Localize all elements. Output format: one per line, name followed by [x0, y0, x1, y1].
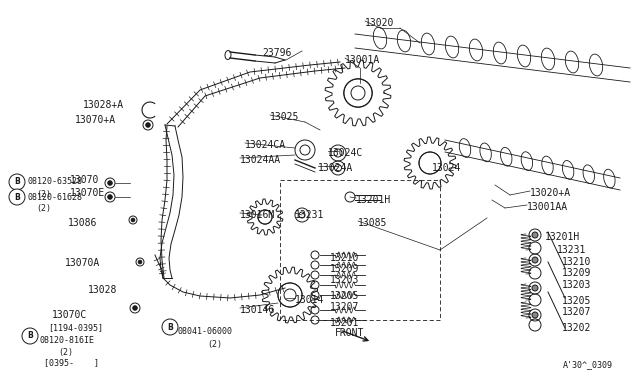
Text: 13207: 13207 — [330, 302, 360, 312]
Text: [1194-0395]: [1194-0395] — [48, 323, 103, 332]
Text: 13028+A: 13028+A — [83, 100, 124, 110]
Text: 13085: 13085 — [358, 218, 387, 228]
Text: FRONT: FRONT — [335, 328, 364, 338]
Text: 13231: 13231 — [557, 245, 586, 255]
Text: 13205: 13205 — [330, 291, 360, 301]
Text: B: B — [14, 177, 20, 186]
Text: 08041-06000: 08041-06000 — [178, 327, 233, 336]
Text: 13024CA: 13024CA — [245, 140, 286, 150]
Text: (2): (2) — [207, 340, 222, 349]
Circle shape — [532, 285, 538, 291]
Circle shape — [108, 195, 112, 199]
Circle shape — [108, 181, 112, 185]
Text: 13209: 13209 — [562, 268, 591, 278]
Text: 13014: 13014 — [295, 295, 324, 305]
Text: 13024A: 13024A — [318, 163, 353, 173]
Text: 13016M: 13016M — [240, 210, 275, 220]
Text: 13070E: 13070E — [70, 188, 105, 198]
Text: 13086: 13086 — [68, 218, 97, 228]
Circle shape — [146, 123, 150, 127]
Text: 13231: 13231 — [295, 210, 324, 220]
Text: 13024AA: 13024AA — [240, 155, 281, 165]
Text: 13024: 13024 — [432, 163, 461, 173]
Text: 13028: 13028 — [88, 285, 117, 295]
Text: [0395-    ]: [0395- ] — [44, 358, 99, 367]
Text: (2): (2) — [36, 189, 51, 199]
Circle shape — [532, 232, 538, 238]
Text: B: B — [14, 192, 20, 202]
Text: 13020+A: 13020+A — [530, 188, 571, 198]
Text: B: B — [27, 331, 33, 340]
Text: (2): (2) — [36, 205, 51, 214]
Text: (2): (2) — [58, 348, 73, 357]
Text: B: B — [167, 323, 173, 331]
Text: 13025: 13025 — [270, 112, 300, 122]
Circle shape — [138, 260, 142, 264]
Text: 13070A: 13070A — [65, 258, 100, 268]
Circle shape — [131, 218, 135, 222]
Circle shape — [532, 257, 538, 263]
Circle shape — [132, 306, 137, 310]
Circle shape — [9, 189, 25, 205]
Text: 13201H: 13201H — [356, 195, 391, 205]
Text: 13201H: 13201H — [545, 232, 580, 242]
Circle shape — [532, 312, 538, 318]
Text: 13201: 13201 — [330, 318, 360, 328]
Text: 13024C: 13024C — [328, 148, 364, 158]
Text: 13202: 13202 — [562, 323, 591, 333]
Text: 08120-816IE: 08120-816IE — [40, 336, 95, 345]
Text: 13210: 13210 — [562, 257, 591, 267]
Text: 13001AA: 13001AA — [527, 202, 568, 212]
Text: 13020: 13020 — [365, 18, 394, 28]
Text: 13207: 13207 — [562, 307, 591, 317]
Circle shape — [22, 328, 38, 344]
Text: 13203: 13203 — [562, 280, 591, 290]
Text: 13209: 13209 — [330, 264, 360, 274]
Text: 23796: 23796 — [262, 48, 291, 58]
Circle shape — [9, 174, 25, 190]
Text: 13070C: 13070C — [52, 310, 87, 320]
Text: 13205: 13205 — [562, 296, 591, 306]
Text: 13203: 13203 — [330, 275, 360, 285]
Text: 13070: 13070 — [70, 175, 99, 185]
Circle shape — [162, 319, 178, 335]
Text: 13001A: 13001A — [345, 55, 380, 65]
Text: 13070+A: 13070+A — [75, 115, 116, 125]
Text: 08120-61628: 08120-61628 — [27, 192, 82, 202]
Text: A'30^_0309: A'30^_0309 — [563, 360, 613, 369]
Text: 08120-63528: 08120-63528 — [27, 177, 82, 186]
Text: 13210: 13210 — [330, 253, 360, 263]
Text: 13014G: 13014G — [240, 305, 275, 315]
